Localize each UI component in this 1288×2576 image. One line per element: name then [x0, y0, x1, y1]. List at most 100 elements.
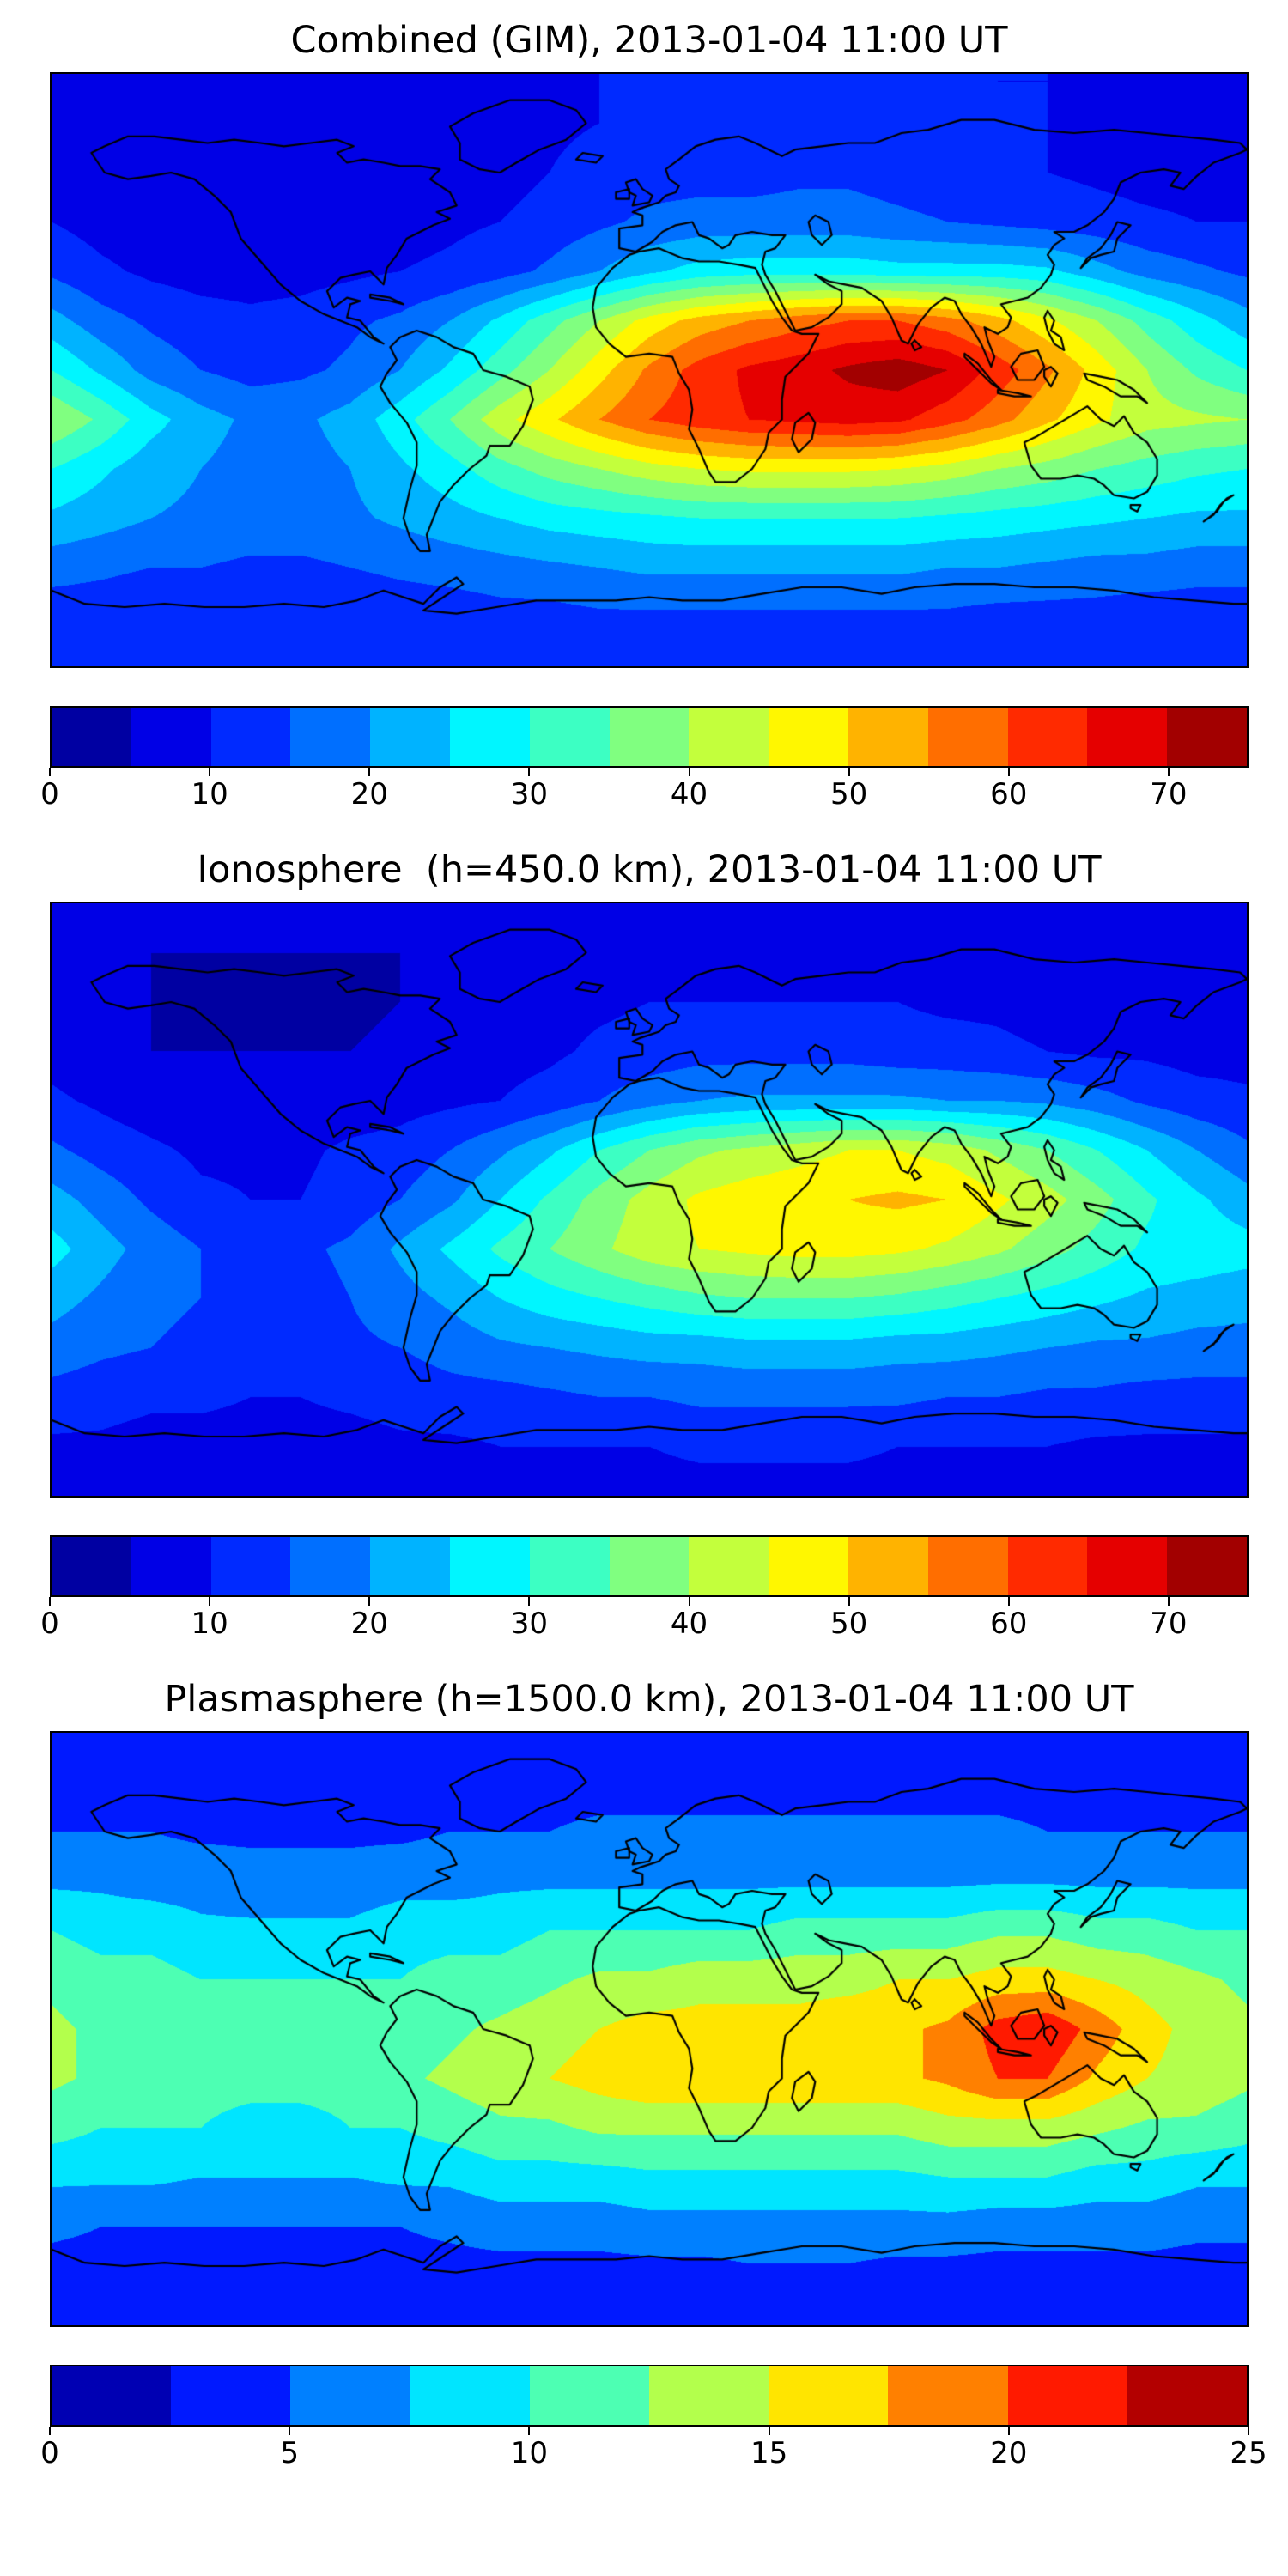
- colorbar-tick-label: 60: [990, 1607, 1028, 1641]
- colorbar-segment: [609, 1537, 690, 1595]
- colorbar-segment: [1087, 708, 1168, 766]
- world-map-canvas-combined: [52, 74, 1247, 666]
- colorbar-tick-label: 30: [510, 1607, 549, 1641]
- colorbar-tick-mark: [1007, 768, 1010, 776]
- colorbar-segment: [52, 2366, 172, 2425]
- colorbar-tick-label: 10: [510, 2436, 549, 2470]
- colorbar-tick-mark: [848, 1597, 850, 1606]
- colorbar-segment: [769, 1537, 848, 1595]
- colorbar-ticks-ionosphere: 0 10 20 30 40 50 60 70: [40, 1597, 1249, 1645]
- colorbar-segment: [449, 1537, 530, 1595]
- colorbar-segment: [769, 2366, 889, 2425]
- world-map-canvas-ionosphere: [52, 903, 1247, 1496]
- colorbar-ticks-combined: 0 10 20 30 40 50 60 70: [40, 768, 1249, 816]
- colorbar-tick-mark: [528, 1597, 531, 1606]
- colorbar-tick-mark: [1248, 2427, 1249, 2435]
- colorbar-tick-mark: [289, 2427, 291, 2435]
- colorbar-tick-label: 0: [40, 1607, 59, 1641]
- colorbar-segment: [529, 2366, 650, 2425]
- colorbar-tick-label: 40: [670, 1607, 708, 1641]
- colorbar-tick-mark: [49, 768, 51, 776]
- colorbar-segment: [370, 1537, 450, 1595]
- colorbar-tick-mark: [368, 768, 371, 776]
- colorbar-segment: [1087, 1537, 1168, 1595]
- colorbar-segment: [290, 708, 371, 766]
- colorbar-tick-mark: [688, 1597, 690, 1606]
- colorbar-tick-label: 40: [670, 777, 708, 811]
- colorbar-segment: [529, 708, 610, 766]
- colorbar-segment: [410, 2366, 530, 2425]
- panel-title-combined: Combined (GIM), 2013-01-04 11:00 UT: [290, 19, 1008, 62]
- colorbar-segment: [649, 2366, 769, 2425]
- colorbar-tick-label: 25: [1230, 2436, 1267, 2470]
- map-frame-ionosphere: [50, 902, 1249, 1498]
- colorbar-tick-label: 0: [40, 2436, 59, 2470]
- colorbar-tick-label: 50: [830, 777, 868, 811]
- colorbar-plasmasphere: [52, 2366, 1248, 2425]
- colorbar-ionosphere: [52, 1537, 1247, 1595]
- colorbar-segment: [927, 1537, 1008, 1595]
- colorbar-tick-label: 60: [990, 777, 1028, 811]
- colorbar-tick-mark: [1007, 1597, 1010, 1606]
- colorbar-tick-label: 20: [350, 1607, 388, 1641]
- colorbar-segment: [370, 708, 450, 766]
- colorbar-tick-label: 5: [280, 2436, 300, 2470]
- colorbar-tick-label: 10: [191, 1607, 228, 1641]
- figure: Combined (GIM), 2013-01-04 11:00 UT 0 10 2…: [0, 19, 1288, 2475]
- colorbar-tick-label: 20: [350, 777, 388, 811]
- colorbar-tick-mark: [1167, 768, 1170, 776]
- colorbar-tick-label: 70: [1150, 777, 1188, 811]
- colorbar-tick-mark: [848, 768, 850, 776]
- colorbar-segment: [52, 1537, 131, 1595]
- colorbar-tick-label: 15: [750, 2436, 788, 2470]
- colorbar-tick-mark: [688, 768, 690, 776]
- colorbar-tick-label: 50: [830, 1607, 868, 1641]
- colorbar-segment: [927, 708, 1008, 766]
- colorbar-tick-mark: [768, 2427, 770, 2435]
- colorbar-tick-mark: [368, 1597, 371, 1606]
- colorbar-tick-mark: [49, 2427, 51, 2435]
- colorbar-segment: [609, 708, 690, 766]
- colorbar-segment: [769, 708, 848, 766]
- colorbar-segment: [848, 1537, 928, 1595]
- panel-ionosphere: Ionosphere (h=450.0 km), 2013-01-04 11:0…: [0, 848, 1288, 1645]
- colorbar-tick-label: 20: [990, 2436, 1028, 2470]
- colorbar-segment: [131, 1537, 211, 1595]
- colorbar-segment: [449, 708, 530, 766]
- colorbar-segment: [1007, 2366, 1127, 2425]
- colorbar-tick-mark: [528, 2427, 531, 2435]
- colorbar-ticks-plasmasphere: 0 5 10 15 20 25: [40, 2427, 1267, 2475]
- colorbar-segment: [1167, 1537, 1247, 1595]
- world-map-canvas-plasmasphere: [52, 1733, 1247, 2325]
- panel-title-plasmasphere: Plasmasphere (h=1500.0 km), 2013-01-04 1…: [164, 1678, 1134, 1721]
- colorbar-segment: [1167, 708, 1247, 766]
- colorbar-segment: [848, 708, 928, 766]
- colorbar-segment: [689, 708, 769, 766]
- colorbar-segment: [290, 1537, 371, 1595]
- panel-plasmasphere: Plasmasphere (h=1500.0 km), 2013-01-04 1…: [0, 1678, 1288, 2475]
- colorbar-tick-mark: [209, 1597, 211, 1606]
- colorbar-tick-mark: [528, 768, 531, 776]
- colorbar-tick-label: 10: [191, 777, 228, 811]
- colorbar-frame-combined: [50, 706, 1249, 768]
- panel-title-ionosphere: Ionosphere (h=450.0 km), 2013-01-04 11:0…: [197, 848, 1102, 891]
- colorbar-segment: [1007, 708, 1088, 766]
- colorbar-frame-plasmasphere: [50, 2365, 1249, 2427]
- colorbar-tick-label: 0: [40, 777, 59, 811]
- colorbar-tick-label: 30: [510, 777, 549, 811]
- colorbar-segment: [210, 1537, 291, 1595]
- colorbar-tick-mark: [209, 768, 211, 776]
- panel-combined-gim: Combined (GIM), 2013-01-04 11:00 UT 0 10 2…: [0, 19, 1288, 816]
- colorbar-segment: [210, 708, 291, 766]
- colorbar-segment: [529, 1537, 610, 1595]
- colorbar-segment: [131, 708, 211, 766]
- colorbar-segment: [1127, 2366, 1248, 2425]
- colorbar-combined: [52, 708, 1247, 766]
- colorbar-frame-ionosphere: [50, 1535, 1249, 1597]
- colorbar-segment: [689, 1537, 769, 1595]
- colorbar-segment: [52, 708, 131, 766]
- colorbar-tick-mark: [49, 1597, 51, 1606]
- colorbar-tick-mark: [1167, 1597, 1170, 1606]
- colorbar-segment: [1007, 1537, 1088, 1595]
- map-frame-plasmasphere: [50, 1731, 1249, 2327]
